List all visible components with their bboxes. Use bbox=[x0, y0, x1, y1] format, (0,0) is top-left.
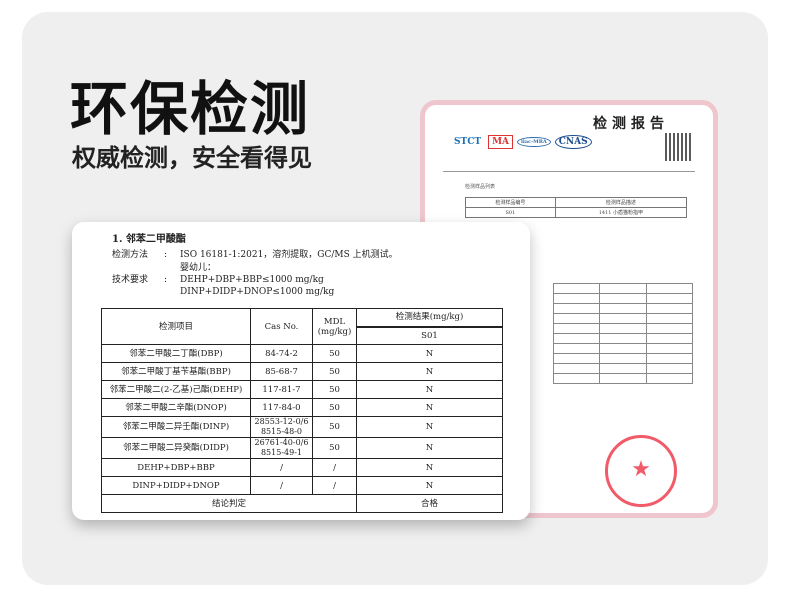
table-cell: 邻苯二甲酸二辛酯(DNOP) bbox=[101, 398, 251, 417]
subheadline: 权威检测，安全看得见 bbox=[72, 144, 312, 172]
table-cell: / bbox=[312, 458, 357, 477]
table-cell: N bbox=[356, 362, 503, 381]
header-result: 检测结果(mg/kg) bbox=[356, 308, 503, 328]
divider bbox=[443, 171, 695, 172]
ilac-logo: ilac-MRA bbox=[517, 137, 551, 147]
conclusion-value: 合格 bbox=[356, 494, 503, 513]
requirement-line: DEHP+DBP+BBP≤1000 mg/kg bbox=[180, 275, 324, 285]
sample-table: 检测样品编号 检测样品描述 S01 1411 小盾猫粉指甲 bbox=[465, 197, 688, 218]
table-cell: 84-74-2 bbox=[250, 344, 313, 363]
colon: : bbox=[164, 250, 168, 260]
requirement-label: 技术要求 bbox=[112, 275, 149, 285]
table-cell: 28553-12-0/6 8515-48-0 bbox=[250, 416, 313, 438]
table-cell: N bbox=[356, 476, 503, 495]
table-cell: 50 bbox=[312, 398, 357, 417]
table-cell: DINP+DIDP+DNOP bbox=[101, 476, 251, 495]
faded-table bbox=[552, 283, 694, 384]
qr-code-icon bbox=[665, 133, 693, 161]
background-report-card: 检测报告 STCT MA ilac-MRA CNAS 检测样品列表 检测样品编号… bbox=[420, 100, 718, 518]
table-cell: 50 bbox=[312, 380, 357, 399]
header-cas: Cas No. bbox=[250, 308, 313, 345]
header-item: 检测项目 bbox=[101, 308, 251, 345]
sample-list-heading: 检测样品列表 bbox=[465, 184, 496, 190]
header-cell: 检测样品描述 bbox=[554, 197, 688, 208]
cell: S01 bbox=[465, 207, 556, 218]
table-cell: 117-84-0 bbox=[250, 398, 313, 417]
requirement-line: DINP+DIDP+DNOP≤1000 mg/kg bbox=[180, 287, 335, 297]
table-cell: N bbox=[356, 437, 503, 459]
colon: : bbox=[164, 275, 168, 285]
star-stamp-icon: ★ bbox=[605, 435, 677, 507]
table-cell: / bbox=[250, 458, 313, 477]
header-cell: 检测样品编号 bbox=[465, 197, 556, 208]
table-row: DEHP+DBP+BBP / / N bbox=[101, 458, 503, 477]
table-cell: N bbox=[356, 398, 503, 417]
table-cell: / bbox=[312, 476, 357, 495]
method-value: ISO 16181-1:2021，溶剂提取，GC/MS 上机测试。 bbox=[180, 250, 398, 260]
table-cell: 50 bbox=[312, 362, 357, 381]
stct-logo: STCT bbox=[454, 137, 482, 147]
table-cell: N bbox=[356, 458, 503, 477]
table-cell: 邻苯二甲酸二丁酯(DBP) bbox=[101, 344, 251, 363]
conclusion-label: 结论判定 bbox=[101, 494, 357, 513]
ma-logo: MA bbox=[488, 135, 514, 149]
table-cell: N bbox=[356, 380, 503, 399]
test-report-card: 1. 邻苯二甲酸酯 检测方法 : ISO 16181-1:2021，溶剂提取，G… bbox=[72, 222, 530, 520]
table-cell: / bbox=[250, 476, 313, 495]
table-row: DINP+DIDP+DNOP / / N bbox=[101, 476, 503, 495]
section-heading: 1. 邻苯二甲酸酯 bbox=[112, 234, 186, 245]
table-cell: 117-81-7 bbox=[250, 380, 313, 399]
table-cell: N bbox=[356, 344, 503, 363]
table-row: 邻苯二甲酸二异壬酯(DINP) 28553-12-0/6 8515-48-0 50 N bbox=[101, 416, 503, 438]
cert-logos: STCT MA ilac-MRA CNAS bbox=[451, 135, 592, 149]
table-cell: N bbox=[356, 416, 503, 438]
cnas-logo: CNAS bbox=[554, 135, 592, 149]
header-sample: S01 bbox=[356, 326, 503, 345]
table-row: 邻苯二甲酸二丁酯(DBP) 84-74-2 50 N bbox=[101, 344, 503, 363]
headline: 环保检测 bbox=[70, 75, 311, 143]
table-cell: DEHP+DBP+BBP bbox=[101, 458, 251, 477]
cell: 1411 小盾猫粉指甲 bbox=[554, 207, 688, 218]
table-cell: 邻苯二甲酸二异壬酯(DINP) bbox=[101, 416, 251, 438]
table-cell: 邻苯二甲酸二(2-乙基)己酯(DEHP) bbox=[101, 380, 251, 399]
method-label: 检测方法 bbox=[112, 250, 149, 260]
table-row: 邻苯二甲酸丁基苄基酯(BBP) 85-68-7 50 N bbox=[101, 362, 503, 381]
results-table: 检测项目 Cas No. MDL (mg/kg) 检测结果(mg/kg) S01… bbox=[101, 308, 503, 513]
table-row: 邻苯二甲酸二(2-乙基)己酯(DEHP) 117-81-7 50 N bbox=[101, 380, 503, 399]
table-cell: 邻苯二甲酸丁基苄基酯(BBP) bbox=[101, 362, 251, 381]
table-cell: 邻苯二甲酸二异癸酯(DIDP) bbox=[101, 437, 251, 459]
table-cell: 50 bbox=[312, 437, 357, 459]
table-cell: 26761-40-0/6 8515-49-1 bbox=[250, 437, 313, 459]
requirement-line: 婴幼儿： bbox=[180, 263, 217, 273]
report-title: 检测报告 bbox=[593, 116, 669, 132]
header-mdl: MDL (mg/kg) bbox=[312, 308, 357, 345]
table-cell: 50 bbox=[312, 344, 357, 363]
table-row: 邻苯二甲酸二辛酯(DNOP) 117-84-0 50 N bbox=[101, 398, 503, 417]
table-cell: 85-68-7 bbox=[250, 362, 313, 381]
table-cell: 50 bbox=[312, 416, 357, 438]
table-row: 邻苯二甲酸二异癸酯(DIDP) 26761-40-0/6 8515-49-1 50 N bbox=[101, 437, 503, 459]
